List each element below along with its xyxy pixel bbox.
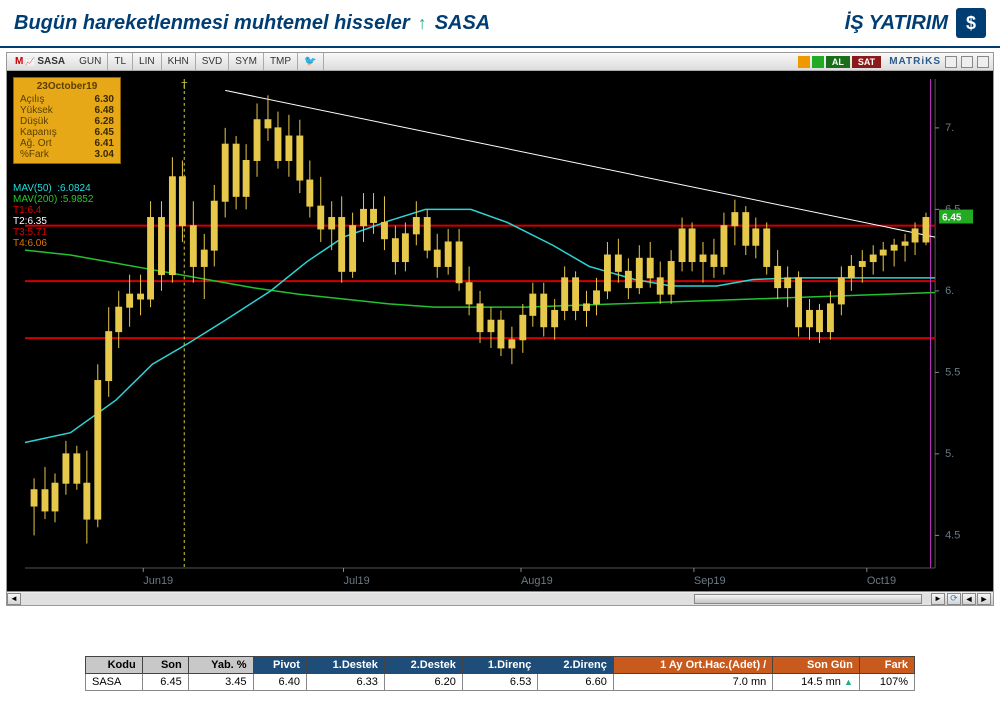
refresh-icon[interactable]: ⟳ — [947, 593, 961, 605]
scroll-track[interactable] — [21, 593, 931, 605]
svg-text:4.5: 4.5 — [945, 529, 960, 541]
cell-hac: 7.0 mn — [613, 674, 772, 691]
svg-text:7.: 7. — [945, 122, 954, 134]
brand-text: İŞ YATIRIM — [845, 12, 948, 35]
chart-toolbar: M 📈 SASA GUN TL LIN KHN SVD SYM TMP 🐦 AL… — [7, 53, 993, 71]
cell-pivot: 6.40 — [253, 674, 306, 691]
table-header-row: KoduSonYab. %Pivot1.Destek2.Destek1.Dire… — [86, 657, 915, 674]
scroll-left-icon[interactable]: ◄ — [7, 593, 21, 605]
svg-text:Aug19: Aug19 — [521, 575, 553, 587]
page-title: Bugün hareketlenmesi muhtemel hisseler — [14, 12, 410, 35]
maximize-icon[interactable] — [961, 56, 973, 68]
toolbar-btn-sym[interactable]: SYM — [229, 53, 264, 70]
mav-info: MAV(50) :6.0824 MAV(200) :5.9852 T1:6.4T… — [13, 183, 93, 249]
svg-text:5.: 5. — [945, 448, 954, 460]
chart-canvas[interactable]: 4.55.5.56.6.57.Jun19Jul19Aug19Sep19Oct19… — [7, 71, 993, 591]
page-header: Bugün hareketlenmesi muhtemel hisseler ↑… — [0, 0, 1000, 48]
table-row: SASA 6.45 3.45 6.40 6.33 6.20 6.53 6.60 … — [86, 674, 915, 691]
svg-text:6.45: 6.45 — [942, 213, 962, 224]
summary-table: KoduSonYab. %Pivot1.Destek2.Destek1.Dire… — [85, 656, 915, 691]
svg-text:Jun19: Jun19 — [143, 575, 173, 587]
brand: İŞ YATIRIM $ — [845, 8, 986, 38]
cell-d2: 6.20 — [384, 674, 462, 691]
scroll-right-icon[interactable]: ► — [931, 593, 945, 605]
ohlc-info-box: 23October19 Açılış6.30Yüksek6.48Düşük6.2… — [13, 77, 121, 164]
toolbar-btn-lin[interactable]: LIN — [133, 53, 162, 70]
cell-songun: 14.5 mn ▲ — [773, 674, 860, 691]
toolbar-btn-twitter[interactable]: 🐦 — [298, 53, 323, 70]
svg-text:Jul19: Jul19 — [344, 575, 370, 587]
toolbar-btn-tmp[interactable]: TMP — [264, 53, 298, 70]
cell-yab: 3.45 — [188, 674, 253, 691]
minimize-icon[interactable] — [945, 56, 957, 68]
cell-son: 6.45 — [142, 674, 188, 691]
ticker-symbol: SASA — [435, 12, 491, 35]
matriks-label: MATRiKS — [889, 56, 941, 67]
sat-button[interactable]: SAT — [852, 56, 881, 68]
cell-d1: 6.33 — [306, 674, 384, 691]
toolbar-btn-svd[interactable]: SVD — [196, 53, 230, 70]
horizontal-scrollbar[interactable]: ◄ ► ⟳ ◄ ► — [7, 591, 993, 605]
svg-text:Oct19: Oct19 — [867, 575, 896, 587]
cell-r1: 6.53 — [462, 674, 537, 691]
toolbar-symbol[interactable]: M 📈 SASA — [7, 56, 73, 67]
nav-left-icon[interactable]: ◄ — [962, 593, 976, 605]
svg-text:6.: 6. — [945, 285, 954, 297]
al-button[interactable]: AL — [826, 56, 850, 68]
cell-r2: 6.60 — [538, 674, 613, 691]
info-date: 23October19 — [20, 81, 114, 92]
cell-kodu: SASA — [86, 674, 143, 691]
indicator-icon-2[interactable] — [812, 56, 824, 68]
toolbar-btn-tl[interactable]: TL — [108, 53, 133, 70]
nav-right-icon[interactable]: ► — [977, 593, 991, 605]
svg-text:5.5: 5.5 — [945, 366, 960, 378]
close-icon[interactable] — [977, 56, 989, 68]
svg-text:Sep19: Sep19 — [694, 575, 726, 587]
up-triangle-icon: ▲ — [844, 677, 853, 687]
indicator-icon[interactable] — [798, 56, 810, 68]
toolbar-btn-khn[interactable]: KHN — [162, 53, 196, 70]
svg-text:T: T — [181, 81, 187, 92]
chart-window: M 📈 SASA GUN TL LIN KHN SVD SYM TMP 🐦 AL… — [6, 52, 994, 606]
brand-logo-icon: $ — [956, 8, 986, 38]
scroll-thumb[interactable] — [694, 594, 922, 604]
cell-fark: 107% — [859, 674, 914, 691]
chart-svg: 4.55.5.56.6.57.Jun19Jul19Aug19Sep19Oct19… — [7, 71, 993, 590]
toolbar-btn-gun[interactable]: GUN — [73, 53, 108, 70]
up-arrow-icon: ↑ — [418, 13, 427, 34]
